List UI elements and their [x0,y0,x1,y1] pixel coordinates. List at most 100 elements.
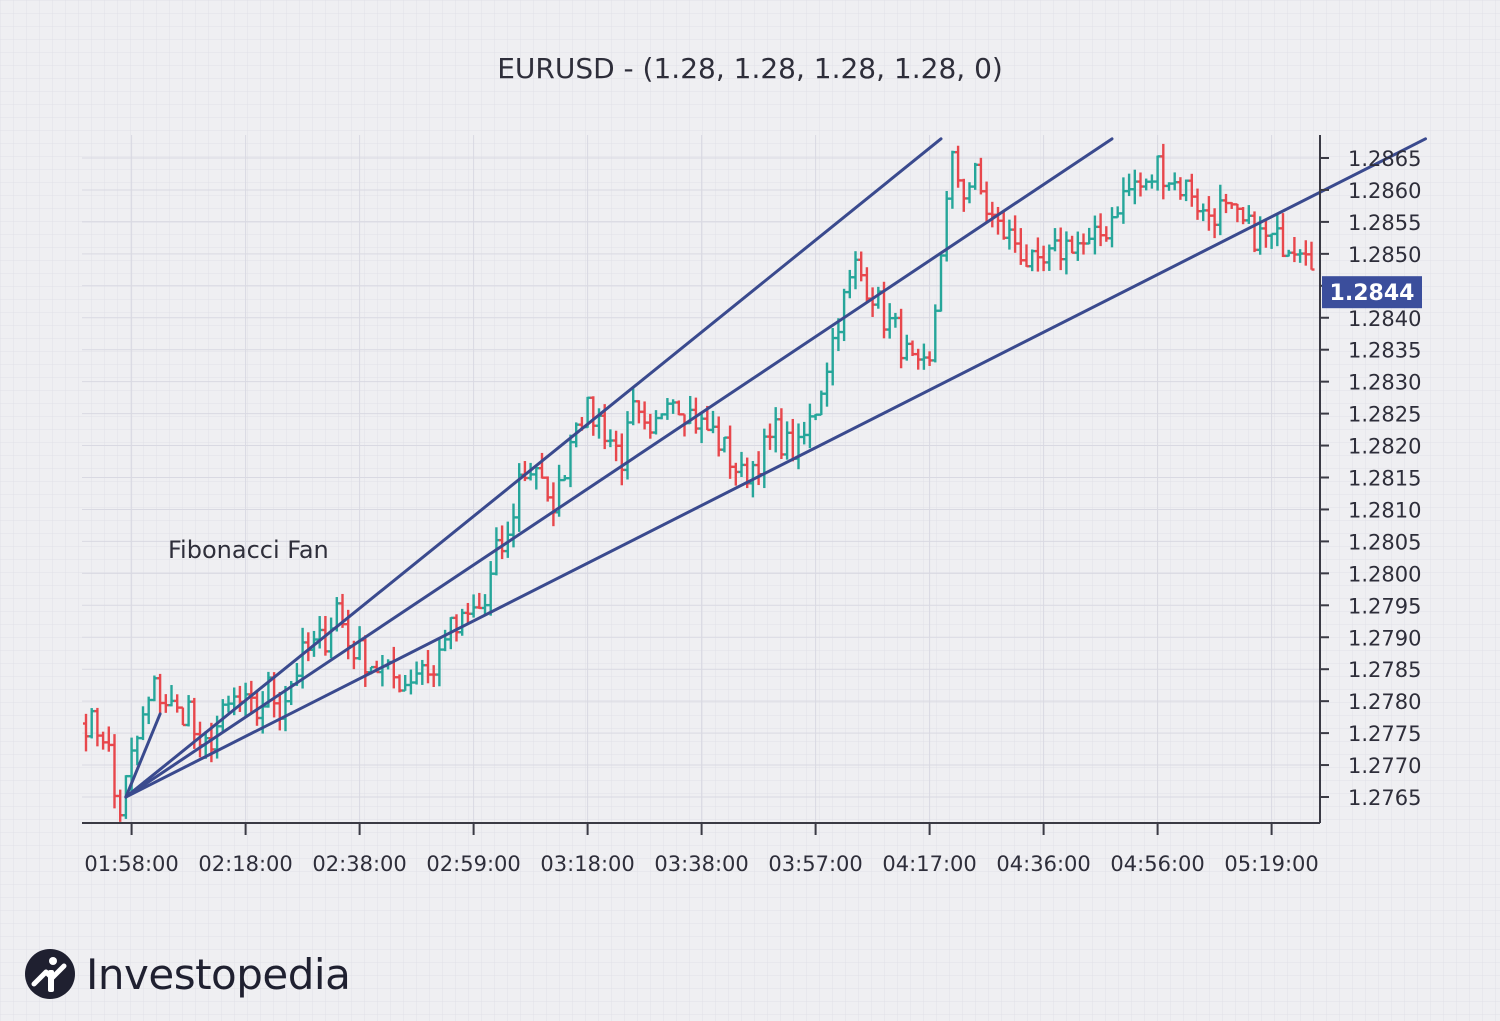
ohlc-bar-down [727,425,734,479]
ohlc-bar-down [1023,244,1030,268]
last-price-marker: 1.2844 [1322,276,1422,309]
ohlc-bar-down [179,706,186,727]
ohlc-bar-up [1063,231,1070,275]
ohlc-bar-up [1183,179,1190,202]
ohlc-bar-down [425,649,431,684]
ohlc-bar-up [487,561,494,616]
y-tick-label: 1.2785 [1348,658,1421,682]
ohlc-bar-up [630,388,637,426]
x-tick-label: 04:56:00 [1110,852,1204,876]
ohlc-bar-up [710,410,716,434]
ohlc-bar-down [94,707,101,747]
ohlc-bar-up [413,661,420,685]
ohlc-bar-up [1297,249,1304,263]
ohlc-bar-down [909,340,916,357]
ohlc-bar-up [140,706,146,741]
y-tick-label: 1.2800 [1348,562,1421,586]
ohlc-bar-down [675,400,682,416]
ohlc-bar-up [738,451,745,478]
ohlc-bar-up [1006,219,1013,250]
y-tick-label: 1.2805 [1348,530,1421,554]
ohlc-bar-up [624,411,631,480]
ohlc-bar-down [1194,188,1201,220]
ohlc-bar-up [419,659,426,685]
grid-layer [82,135,1320,823]
ohlc-bar-up [698,412,705,444]
ohlc-bar-down [1160,143,1167,200]
ohlc-bar-down [647,413,654,439]
ohlc-bar-up [806,403,813,449]
fan-line [124,712,162,799]
ohlc-bar-down [544,476,551,502]
fibonacci-fan-layer [124,137,1427,799]
ohlc-bar-down [1188,173,1195,207]
ohlc-bar-up [721,436,728,453]
ohlc-bar-down [618,433,625,486]
ohlc-bar-up [892,312,899,328]
y-tick-label: 1.2855 [1348,211,1421,235]
fan-line [124,137,943,799]
ohlc-bar-down [732,462,739,486]
ohlc-bar-up [561,475,568,482]
ohlc-bar-down [476,592,483,610]
y-tick-label: 1.2865 [1348,147,1421,171]
ohlc-bar-up [784,421,791,460]
logo-wordmark: Investopedia [86,949,351,999]
ohlc-bar-up [852,251,859,290]
axis-layer: 1.2765 1.2770 1.2775 1.2780 1.2785 1.2790 1.27… [82,135,1421,876]
ohlc-bar-down [1034,237,1041,272]
ohlc-bar-up [1245,205,1252,224]
ohlc-bar-up [1126,173,1133,197]
brand-logo: Investopedia [24,944,351,1004]
ohlc-bar-up [1285,249,1292,258]
ohlc-bar-up [903,334,910,361]
ohlc-bar-up [824,362,830,407]
ohlc-bar-up [670,399,677,414]
ohlc-bar-down [1228,201,1235,209]
investopedia-logo-icon [25,949,75,999]
ohlc-bar-down [111,734,118,809]
y-tick-label: 1.2780 [1348,690,1421,714]
ohlc-bar-down [1057,227,1064,271]
ohlc-bar-up [225,695,232,713]
ohlc-bar-down [162,694,169,713]
ohlc-bar-down [453,614,460,642]
x-tick-label: 04:36:00 [996,852,1090,876]
ohlc-bar-up [459,608,466,636]
ohlc-bar-up [932,304,939,363]
ohlc-bar-up [1131,169,1138,205]
ohlc-bar-up [949,150,956,209]
ohlc-bar-down [1262,218,1269,248]
y-tick-label: 1.2820 [1348,435,1421,459]
x-tick-label: 01:58:00 [84,852,178,876]
ohlc-bar-down [1251,211,1258,253]
ohlc-bar-up [835,318,842,352]
ohlc-bar-down [100,731,107,750]
ohlc-bar-up [504,521,511,558]
ohlc-bar-up [88,708,95,739]
ohlc-bar-up [1052,228,1058,252]
ohlc-bar-up [1114,206,1121,219]
ohlc-bar-down [430,665,437,687]
y-tick-label: 1.2765 [1348,786,1421,810]
ohlc-bar-up [1217,184,1224,236]
ohlc-bar-down [960,178,967,212]
ohlc-bar-up [1120,177,1127,224]
ohlc-bar-up [442,629,449,652]
x-tick-label: 02:18:00 [198,852,292,876]
x-tick-label: 05:19:00 [1224,852,1318,876]
ohlc-bar-up [772,407,779,453]
fan-line [124,137,1114,799]
ohlc-bar-up [1148,174,1155,189]
ohlc-bar-down [1205,196,1212,231]
ohlc-bar-down [1103,226,1110,242]
ohlc-bar-up [134,735,141,766]
ohlc-bar-down [83,713,89,752]
ohlc-bar-up [818,390,825,416]
ohlc-bar-up [1029,249,1036,272]
ohlc-bar-down [1000,209,1007,240]
y-tick-label: 1.2770 [1348,754,1421,778]
ohlc-bar-up [658,413,665,420]
ohlc-bar-up [482,594,488,615]
